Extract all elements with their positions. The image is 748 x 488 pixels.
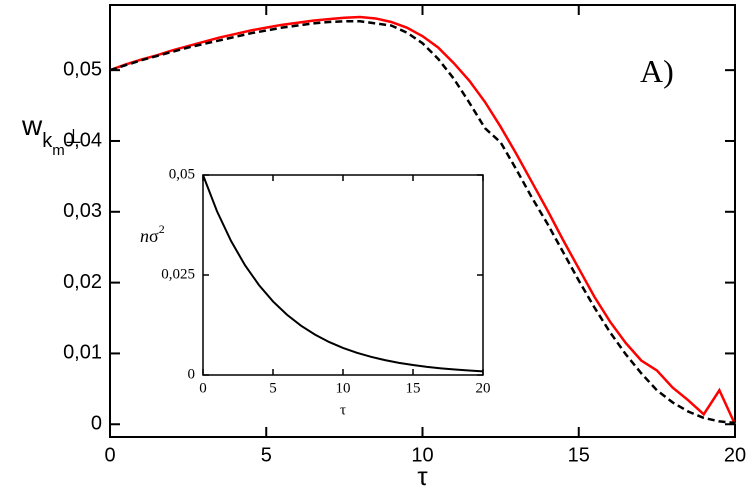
data-line: [109, 15, 737, 425]
y-label-tail: ⊥: [65, 126, 82, 148]
data-line: [202, 174, 484, 373]
y-tick-label: 0,02: [63, 271, 102, 293]
y-tick-label: 0,025: [161, 266, 195, 282]
plot-frame: [202, 174, 484, 376]
x-tick-label: 5: [261, 444, 272, 466]
y-tick-label: 0,05: [63, 58, 102, 80]
x-tick-label: 20: [724, 444, 746, 466]
y-label-sup: 2: [159, 222, 165, 236]
y-tick-label: 0: [188, 366, 196, 382]
data-line: [109, 20, 736, 425]
inset-chart: 0 5 10 15 20 0 0,025 0,05 τ nσ2: [140, 166, 491, 418]
y-tick-label: 0,03: [63, 200, 102, 222]
x-tick-label: 10: [336, 381, 351, 397]
annotation: A): [640, 53, 674, 89]
x-tick-label: 20: [476, 381, 491, 397]
y-tick-label: 0,05: [169, 166, 195, 182]
x-axis-label: τ: [417, 461, 428, 488]
x-tick-label: 10: [411, 444, 433, 466]
y-tick-label: 0,04: [63, 129, 102, 151]
y-label-subsub: m: [52, 142, 65, 159]
y-label-base: w: [21, 110, 43, 141]
x-tick-label: 5: [269, 381, 277, 397]
x-axis-label: τ: [340, 402, 346, 418]
y-label-base: n: [140, 226, 149, 246]
x-tick-label: 0: [104, 444, 115, 466]
x-tick-label: 15: [568, 444, 590, 466]
y-tick-label: 0: [91, 413, 102, 435]
x-tick-label: 15: [406, 381, 421, 397]
y-label-sub: k: [42, 130, 53, 152]
y-axis-label: nσ2: [140, 222, 165, 246]
y-axis-label: wkm⊥: [21, 110, 82, 159]
y-label-greek: σ: [149, 226, 159, 246]
y-tick-label: 0,01: [63, 342, 102, 364]
x-tick-label: 0: [199, 381, 207, 397]
